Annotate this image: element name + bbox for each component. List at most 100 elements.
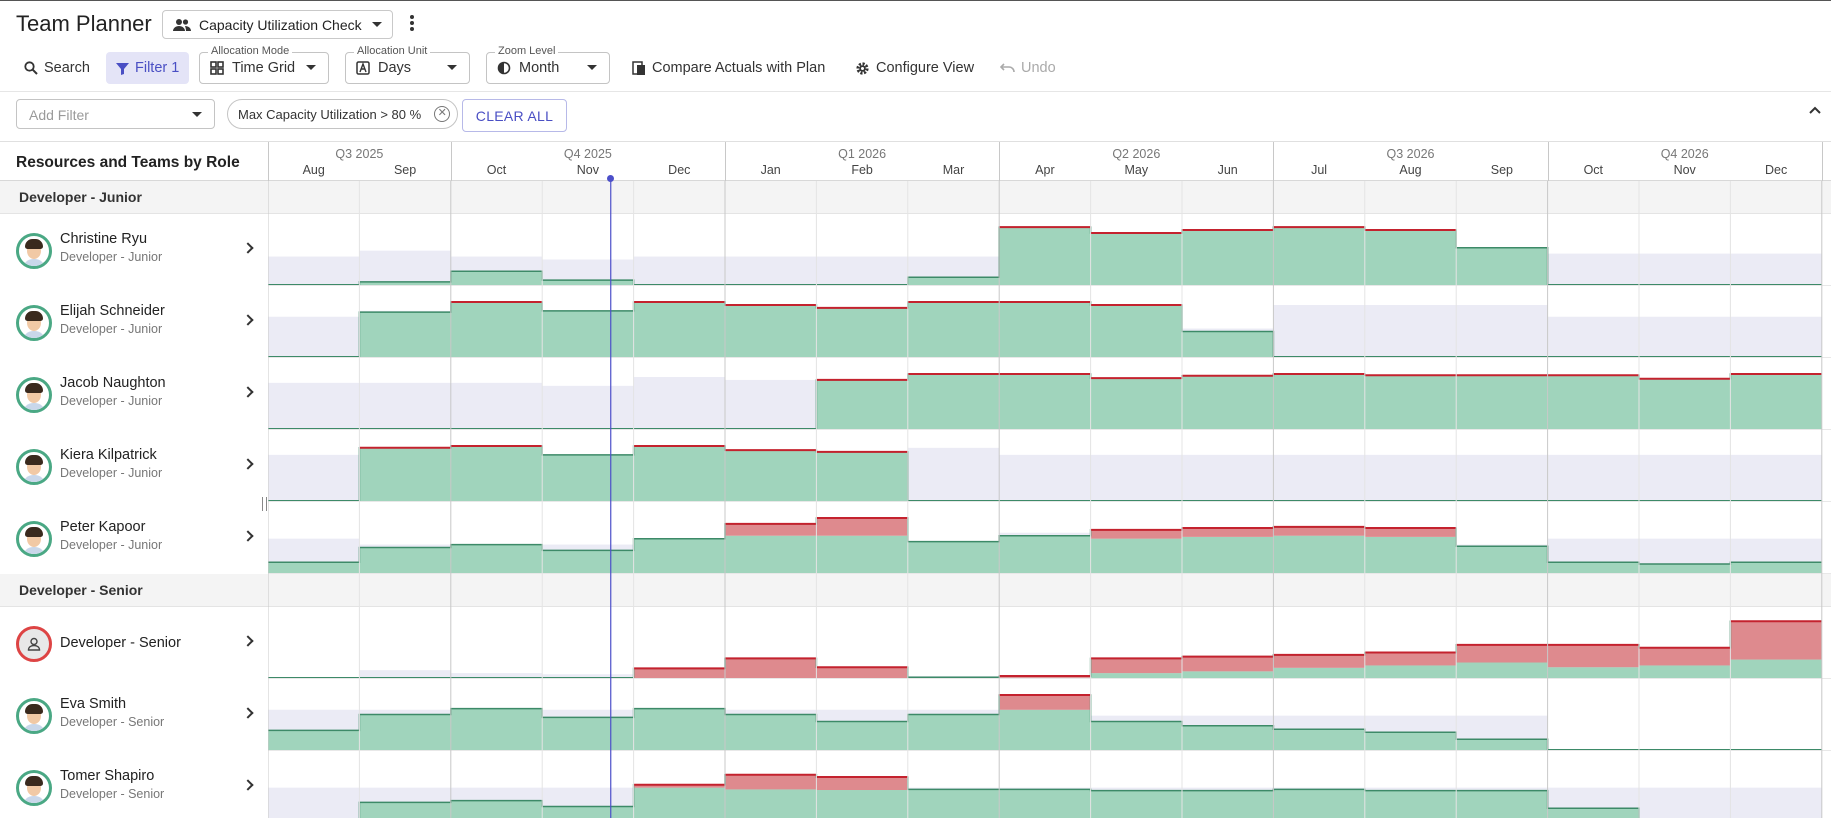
resource-row[interactable]: Peter Kapoor Developer - Junior bbox=[0, 502, 268, 574]
overload-bar bbox=[1090, 658, 1182, 674]
resource-row[interactable]: Christine Ryu Developer - Junior bbox=[0, 214, 268, 286]
allocation-bar bbox=[1273, 789, 1365, 818]
month-label: Oct bbox=[486, 163, 507, 177]
quarter-label: Q3 2026 bbox=[1386, 147, 1435, 161]
overload-bar bbox=[816, 667, 908, 679]
zoom-level-select[interactable]: Zoom Level Month bbox=[486, 45, 610, 84]
undo-icon bbox=[1000, 63, 1015, 73]
filter-button[interactable]: Filter 1 bbox=[106, 52, 190, 84]
resource-row[interactable]: Tomer Shapiro Developer - Senior bbox=[0, 751, 268, 823]
allocation-bar bbox=[816, 721, 908, 751]
allocation-bar bbox=[542, 550, 634, 574]
chevron-down-icon bbox=[447, 65, 457, 70]
allocation-bar bbox=[907, 541, 1000, 574]
close-icon[interactable]: ✕ bbox=[434, 106, 451, 122]
allocation-bar bbox=[999, 302, 1091, 358]
capacity-chart bbox=[268, 181, 1831, 818]
search-button[interactable]: Search bbox=[24, 52, 90, 84]
overload-bar bbox=[633, 668, 725, 679]
allocation-bar bbox=[542, 717, 634, 751]
resource-row[interactable]: Jacob Naughton Developer - Junior bbox=[0, 358, 268, 430]
allocation-bar bbox=[907, 714, 1000, 751]
zoom-level-label: Zoom Level bbox=[495, 45, 559, 57]
capacity-bar bbox=[542, 674, 634, 679]
resource-row[interactable]: Developer - Senior bbox=[0, 607, 268, 679]
chevron-down-icon bbox=[306, 65, 316, 70]
allocation-bar bbox=[633, 708, 725, 751]
zoom-icon bbox=[497, 61, 511, 75]
capacity-bar bbox=[1364, 454, 1457, 502]
resource-role: Developer - Senior bbox=[60, 715, 165, 729]
resource-row[interactable]: Kiera Kilpatrick Developer - Junior bbox=[0, 430, 268, 502]
undo-button[interactable]: Undo bbox=[1000, 52, 1056, 84]
overload-bar bbox=[1182, 656, 1274, 672]
quarter-label: Q2 2026 bbox=[1112, 147, 1161, 161]
view-select[interactable]: Capacity Utilization Check bbox=[162, 10, 393, 39]
capacity-bar bbox=[450, 382, 543, 430]
chevron-down-icon bbox=[372, 22, 382, 27]
undo-label: Undo bbox=[1021, 60, 1056, 76]
capacity-bar bbox=[268, 382, 360, 430]
chevron-right-icon[interactable] bbox=[242, 779, 254, 791]
allocation-bar bbox=[999, 374, 1091, 430]
chevron-up-icon[interactable] bbox=[1809, 106, 1821, 114]
month-label: Aug bbox=[1399, 163, 1422, 177]
chevron-right-icon[interactable] bbox=[242, 314, 254, 326]
capacity-bar bbox=[542, 385, 634, 430]
chevron-right-icon[interactable] bbox=[242, 707, 254, 719]
chevron-right-icon[interactable] bbox=[242, 386, 254, 398]
chevron-right-icon[interactable] bbox=[242, 242, 254, 254]
capacity-bar bbox=[633, 376, 725, 430]
allocation-bar bbox=[1273, 667, 1365, 679]
allocation-unit-label: Allocation Unit bbox=[354, 45, 431, 57]
resource-row[interactable]: Eva Smith Developer - Senior bbox=[0, 679, 268, 751]
overload-bar bbox=[1090, 529, 1182, 539]
chevron-right-icon[interactable] bbox=[242, 458, 254, 470]
allocation-bar bbox=[816, 790, 908, 818]
allocation-mode-label: Allocation Mode bbox=[208, 45, 293, 57]
capacity-bar bbox=[816, 256, 908, 286]
overload-bar bbox=[1273, 654, 1365, 668]
avatar bbox=[16, 377, 52, 413]
allocation-bar bbox=[633, 302, 725, 358]
allocation-bar bbox=[999, 789, 1091, 818]
allocation-bar bbox=[1090, 304, 1182, 358]
allocation-bar bbox=[1090, 378, 1182, 430]
allocation-unit-select[interactable]: Allocation Unit Days bbox=[345, 45, 470, 84]
capacity-bar bbox=[1730, 454, 1822, 502]
resource-role: Developer - Junior bbox=[60, 466, 163, 480]
allocation-mode-select[interactable]: Allocation Mode Time Grid bbox=[199, 45, 329, 84]
capacity-bar bbox=[268, 787, 360, 818]
allocation-bar bbox=[450, 708, 543, 751]
add-filter-input[interactable]: Add Filter bbox=[16, 99, 215, 129]
chevron-right-icon[interactable] bbox=[242, 530, 254, 542]
timeline-header: Resources and Teams by Role Aug Sep Oct Nov… bbox=[0, 141, 1831, 182]
capacity-bar bbox=[999, 454, 1091, 502]
add-filter-placeholder: Add Filter bbox=[29, 107, 89, 123]
allocation-bar bbox=[1456, 662, 1548, 679]
filter-chip[interactable]: Max Capacity Utilization > 80 % ✕ bbox=[227, 99, 459, 129]
month-label: Dec bbox=[1764, 163, 1788, 177]
allocation-bar bbox=[725, 535, 817, 574]
role-group-label: Developer - Junior bbox=[19, 189, 142, 205]
capacity-bar bbox=[1273, 304, 1365, 358]
month-label: May bbox=[1124, 163, 1149, 177]
allocation-bar bbox=[1182, 230, 1274, 286]
clear-all-button[interactable]: CLEAR ALL bbox=[462, 99, 567, 132]
allocation-bar bbox=[1090, 538, 1182, 574]
overload-bar bbox=[816, 777, 908, 791]
configure-view-button[interactable]: Configure View bbox=[855, 52, 974, 84]
allocation-bar bbox=[359, 714, 451, 751]
more-vert-icon[interactable] bbox=[404, 13, 420, 35]
resource-row[interactable]: Elijah Schneider Developer - Junior bbox=[0, 286, 268, 358]
allocation-bar bbox=[725, 714, 817, 751]
allocation-bar bbox=[1547, 375, 1639, 430]
chevron-right-icon[interactable] bbox=[242, 635, 254, 647]
splitter-handle[interactable] bbox=[262, 497, 267, 511]
allocation-bar bbox=[907, 277, 1000, 286]
compare-actuals-button[interactable]: Compare Actuals with Plan bbox=[632, 52, 825, 84]
chevron-down-icon bbox=[192, 112, 202, 117]
month-label: Sep bbox=[1490, 163, 1514, 177]
overload-bar bbox=[1273, 526, 1365, 536]
quarter-separator bbox=[268, 142, 269, 182]
